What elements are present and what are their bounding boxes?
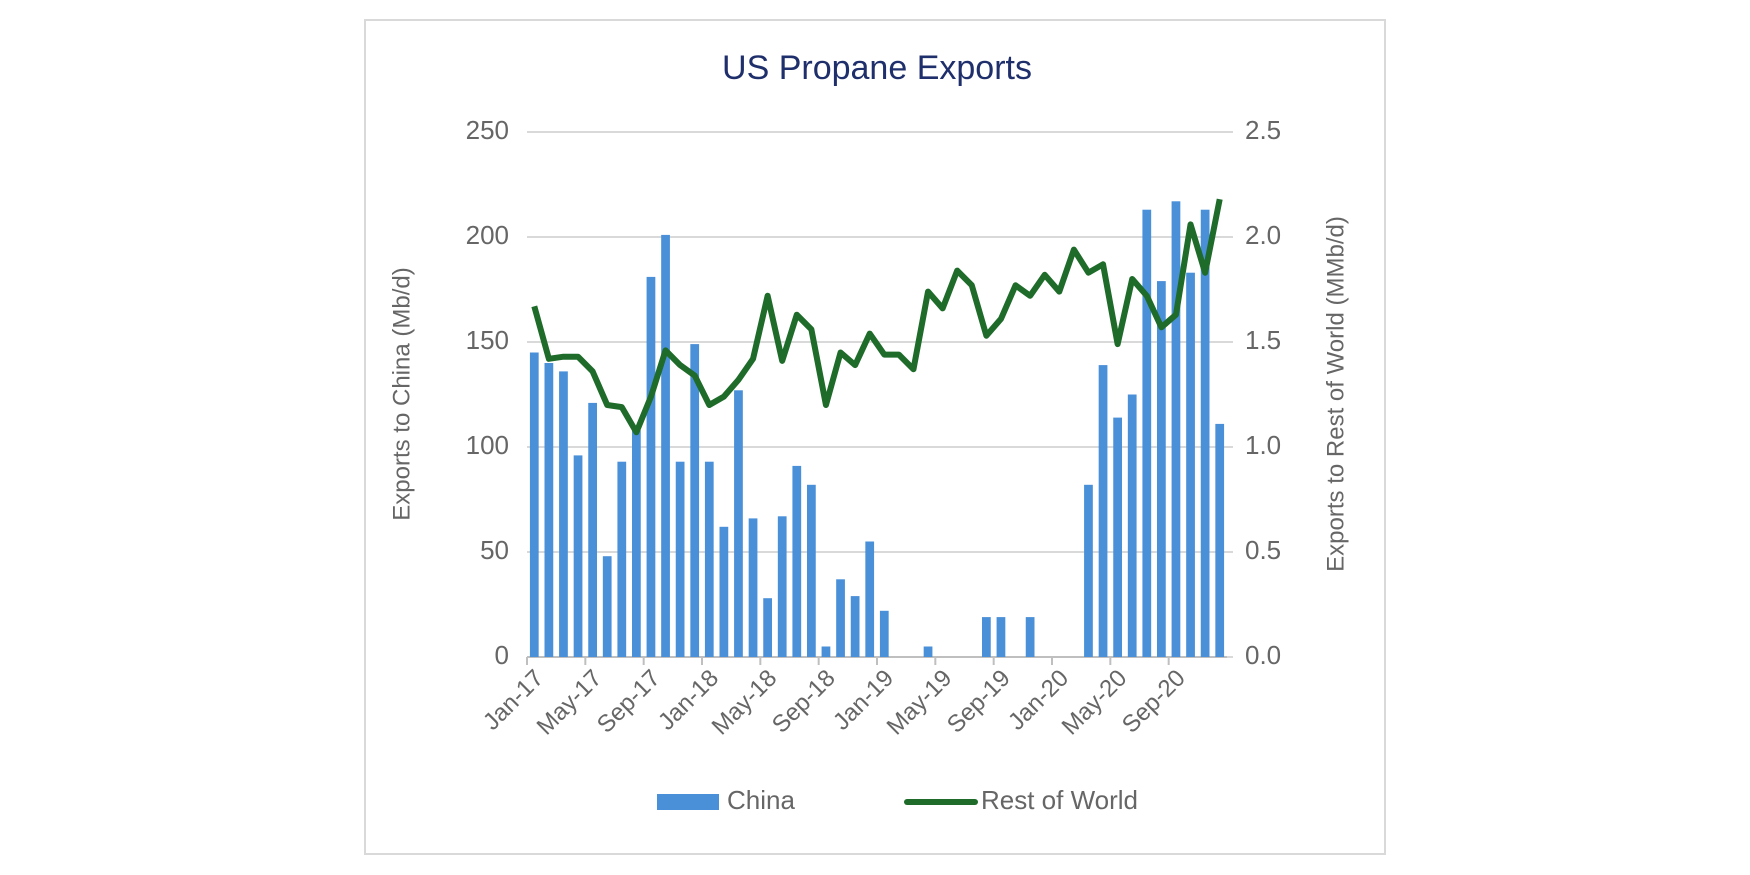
y2-tick-label: 1.0 xyxy=(1245,430,1281,460)
bar xyxy=(821,646,831,657)
bar xyxy=(807,484,816,657)
bar xyxy=(1186,272,1195,657)
bar xyxy=(734,390,743,657)
bar xyxy=(1113,417,1122,657)
bar xyxy=(529,352,539,657)
bar xyxy=(763,598,772,657)
line xyxy=(531,198,1223,436)
chart-border xyxy=(364,19,1386,855)
bar xyxy=(1084,484,1093,657)
bar xyxy=(632,430,641,657)
y2-tick-label: 2.0 xyxy=(1245,220,1281,250)
bar xyxy=(675,461,685,657)
bar xyxy=(1171,201,1181,658)
legend-swatch xyxy=(657,794,719,810)
bar xyxy=(923,646,933,657)
bar xyxy=(865,541,875,657)
bar xyxy=(1127,394,1137,657)
chart-title: US Propane Exports xyxy=(722,49,1032,87)
bar xyxy=(661,234,670,657)
bar xyxy=(573,455,583,657)
bar xyxy=(982,617,991,657)
y2-tick-label: 1.5 xyxy=(1245,325,1281,355)
y2-tick-label: 0.5 xyxy=(1245,535,1281,565)
y2-axis-label: Exports to Rest of World (MMb/d) xyxy=(1322,216,1349,572)
y2-tick-label: 0.0 xyxy=(1245,640,1281,670)
bar xyxy=(704,461,714,657)
bar xyxy=(792,465,802,657)
bar xyxy=(879,610,889,657)
y-tick-label: 150 xyxy=(466,325,509,355)
bar xyxy=(1215,423,1225,657)
bar xyxy=(1157,281,1166,657)
bar xyxy=(850,596,860,657)
y-tick-label: 100 xyxy=(466,430,509,460)
bar xyxy=(559,371,568,657)
y-tick-label: 50 xyxy=(480,535,509,565)
bar xyxy=(719,526,729,657)
bar xyxy=(996,617,1006,657)
bar xyxy=(617,461,627,657)
y-axis-label: Exports to China (Mb/d) xyxy=(388,267,415,520)
bar xyxy=(588,402,597,657)
bar xyxy=(544,363,554,657)
bar xyxy=(836,579,845,657)
bar xyxy=(748,518,758,657)
bar xyxy=(602,556,612,657)
bar xyxy=(1025,617,1035,657)
legend-label: Rest of World xyxy=(981,785,1138,815)
bar xyxy=(690,344,700,657)
bar xyxy=(1098,365,1108,657)
y-tick-label: 250 xyxy=(466,115,509,145)
legend-label: China xyxy=(727,785,795,815)
bar xyxy=(1200,209,1210,657)
y-tick-label: 0 xyxy=(495,640,509,670)
y-tick-label: 200 xyxy=(466,220,509,250)
y2-tick-label: 2.5 xyxy=(1245,115,1281,145)
bar xyxy=(1142,209,1152,657)
bar xyxy=(777,516,787,657)
bar xyxy=(646,276,656,657)
